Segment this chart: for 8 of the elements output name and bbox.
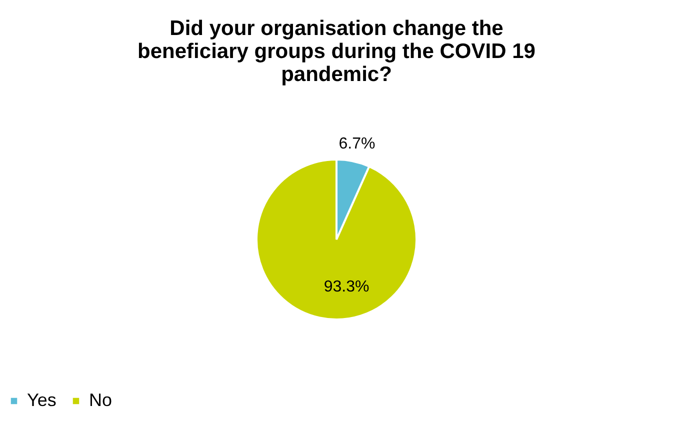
text: pandemic?: [281, 63, 392, 86]
text: Did your organisation change the: [170, 17, 504, 40]
data-label: 93.3%: [324, 278, 370, 296]
legend-label: Yes: [27, 390, 56, 410]
text: beneficiary groups during the COVID 19: [138, 40, 536, 63]
legend-label: No: [89, 390, 112, 410]
pie-slice: [256, 158, 418, 320]
data-label: 6.7%: [338, 136, 376, 153]
